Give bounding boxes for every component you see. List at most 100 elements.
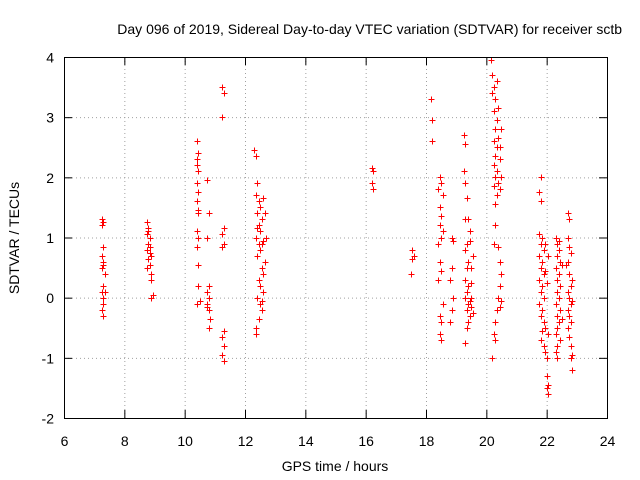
data-point: [497, 186, 504, 193]
data-point: [144, 247, 151, 254]
data-point: [221, 343, 228, 350]
data-point: [260, 271, 267, 278]
data-point: [194, 156, 201, 163]
data-point: [536, 231, 543, 238]
data-point: [409, 256, 416, 263]
data-point: [497, 283, 504, 290]
data-point: [489, 72, 496, 79]
data-point: [492, 337, 499, 344]
data-point: [449, 235, 456, 242]
data-point: [464, 241, 471, 248]
data-point: [569, 352, 576, 359]
data-point: [494, 168, 501, 175]
data-point: [539, 307, 546, 314]
data-point: [498, 271, 505, 278]
data-point: [449, 307, 456, 314]
data-point: [545, 253, 552, 260]
data-point: [565, 307, 572, 314]
data-point: [498, 126, 505, 133]
data-point: [495, 105, 502, 112]
data-point: [254, 225, 261, 232]
data-point: [99, 253, 106, 260]
data-point: [536, 277, 543, 284]
data-point: [195, 235, 202, 242]
data-point: [221, 328, 228, 335]
data-point: [206, 283, 213, 290]
data-point: [437, 331, 444, 338]
data-point: [100, 283, 107, 290]
data-point: [492, 96, 499, 103]
data-point: [148, 277, 155, 284]
data-point: [538, 313, 545, 320]
data-point: [491, 331, 498, 338]
data-point: [256, 277, 263, 284]
data-point: [538, 337, 545, 344]
data-point: [566, 334, 573, 341]
data-point: [254, 180, 261, 187]
data-point: [468, 304, 475, 311]
data-point: [566, 244, 573, 251]
data-point: [556, 238, 563, 245]
data-point: [491, 108, 498, 115]
data-point: [491, 84, 498, 91]
data-point: [462, 295, 469, 302]
data-point: [254, 210, 261, 217]
data-point: [498, 174, 505, 181]
data-point: [568, 250, 575, 257]
data-point: [542, 268, 549, 275]
data-point: [554, 355, 561, 362]
data-point: [204, 177, 211, 184]
data-point: [197, 298, 204, 305]
data-point: [99, 216, 106, 223]
data-point: [554, 313, 561, 320]
data-point: [102, 289, 109, 296]
data-point: [219, 334, 226, 341]
data-point: [568, 343, 575, 350]
data-point: [195, 207, 202, 214]
data-point: [99, 307, 106, 314]
data-point: [221, 90, 228, 97]
data-point: [102, 271, 109, 278]
data-point: [554, 253, 561, 260]
data-point: [259, 241, 266, 248]
data-point: [194, 228, 201, 235]
data-point: [554, 289, 561, 296]
data-point: [559, 316, 566, 323]
data-point: [204, 289, 211, 296]
data-point: [262, 210, 269, 217]
data-point: [462, 180, 469, 187]
data-point: [254, 295, 261, 302]
data-point: [467, 238, 474, 245]
data-point: [462, 141, 469, 148]
data-point: [465, 301, 472, 308]
x-tick-label: 16: [358, 433, 374, 449]
data-point: [437, 259, 444, 266]
data-point: [194, 198, 201, 205]
data-point: [100, 262, 107, 269]
data-point: [542, 241, 549, 248]
data-point: [204, 235, 211, 242]
data-point: [488, 57, 495, 64]
data-point: [566, 216, 573, 223]
data-point: [207, 316, 214, 323]
data-point: [553, 301, 560, 308]
data-point: [553, 331, 560, 338]
data-point: [219, 114, 226, 121]
data-point: [541, 343, 548, 350]
data-point: [144, 219, 151, 226]
data-point: [206, 210, 213, 217]
data-point: [565, 210, 572, 217]
data-point: [194, 301, 201, 308]
data-point: [468, 265, 475, 272]
data-point: [539, 235, 546, 242]
data-point: [100, 313, 107, 320]
data-point: [259, 265, 266, 272]
data-point: [542, 325, 549, 332]
data-point: [99, 222, 106, 229]
data-point: [219, 231, 226, 238]
data-point: [147, 262, 154, 269]
data-point: [221, 358, 228, 365]
data-point: [538, 198, 545, 205]
data-point: [461, 168, 468, 175]
data-point: [148, 253, 155, 260]
